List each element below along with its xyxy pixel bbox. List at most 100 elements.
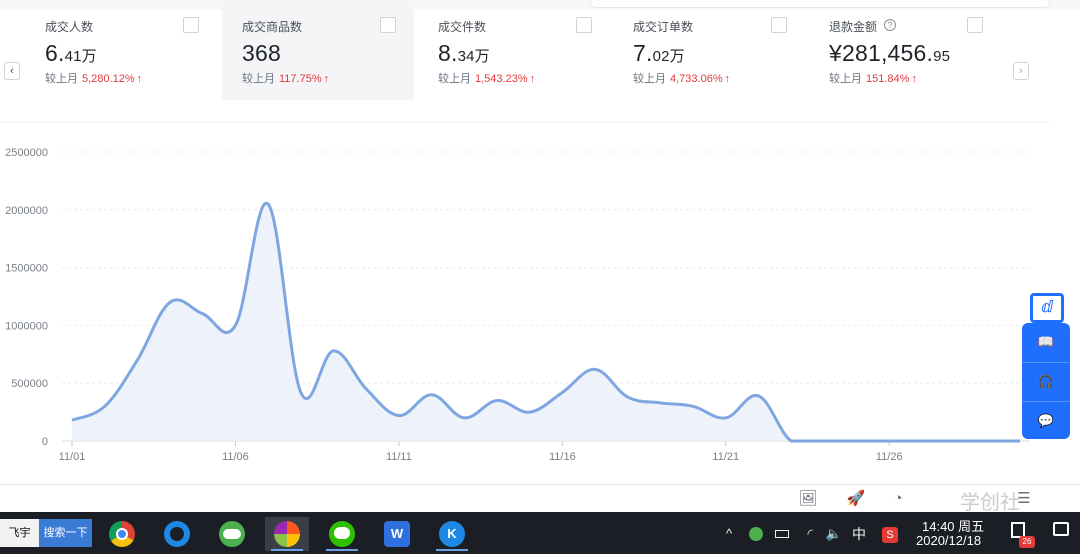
data-point[interactable]	[526, 408, 534, 416]
headset-icon[interactable]: 🎧	[1022, 362, 1070, 400]
chart-icon[interactable]: ◔	[893, 490, 903, 507]
compare-percent: 117.75%	[279, 73, 322, 85]
data-point[interactable]	[68, 416, 76, 424]
menu-icon[interactable]: ☰	[1017, 490, 1031, 507]
help-icon[interactable]: ?	[884, 19, 896, 31]
data-point[interactable]	[656, 399, 664, 407]
battery-icon[interactable]	[773, 524, 791, 544]
tray-expand-icon[interactable]: ^	[725, 526, 733, 541]
data-point[interactable]	[983, 437, 991, 445]
wifi-icon[interactable]: ◜	[807, 526, 813, 541]
data-point[interactable]	[493, 397, 501, 405]
compare-label: 较上月	[633, 73, 666, 85]
data-point[interactable]	[101, 402, 109, 410]
arrow-up-icon: ↑	[529, 73, 536, 85]
data-point[interactable]	[689, 402, 697, 410]
data-point[interactable]	[330, 347, 338, 355]
chat-icon[interactable]: 💬	[1022, 401, 1070, 439]
y-tick-label: 2500000	[5, 147, 48, 159]
data-point[interactable]	[199, 310, 207, 318]
wechat-icon[interactable]	[320, 517, 364, 551]
rocket-icon[interactable]: 🚀	[846, 490, 866, 507]
divider	[0, 122, 1050, 123]
metric-label: 成交商品数	[242, 20, 303, 34]
data-point[interactable]	[297, 388, 305, 396]
metrics-prev-button[interactable]: ‹	[4, 62, 20, 80]
wps-icon[interactable]: W	[375, 517, 419, 551]
metric-compare: 较上月 1,543.23% ↑	[438, 70, 535, 86]
arrow-up-icon: ↑	[136, 73, 143, 85]
x-tick-label: 11/01	[59, 451, 86, 463]
qq-browser-icon[interactable]	[155, 517, 199, 551]
compare-label: 较上月	[829, 73, 862, 85]
data-point[interactable]	[362, 385, 370, 393]
ime-indicator[interactable]: 中	[852, 526, 866, 542]
metric-checkbox[interactable]	[967, 17, 983, 33]
service-logo-icon[interactable]: ⅆ	[1030, 293, 1064, 323]
y-tick-label: 1000000	[5, 320, 48, 332]
bottom-divider	[0, 484, 1080, 485]
data-point[interactable]	[395, 412, 403, 420]
metric-value: 6.41万	[45, 40, 97, 67]
x-tick-label: 11/11	[386, 451, 412, 463]
data-point[interactable]	[624, 393, 632, 401]
x-tick-label: 11/16	[549, 451, 576, 463]
data-point[interactable]	[918, 437, 926, 445]
data-point[interactable]	[460, 414, 468, 422]
metric-value-main: 6.	[45, 40, 65, 66]
data-point[interactable]	[591, 365, 599, 373]
clock-time[interactable]: 14:40 周五	[922, 519, 985, 534]
data-point[interactable]	[428, 391, 436, 399]
metric-value-main: ¥281,456.	[829, 40, 934, 66]
data-point[interactable]	[951, 437, 959, 445]
data-point[interactable]	[722, 414, 730, 422]
metric-card[interactable]: 退款金额? ¥281,456.95 较上月 151.84% ↑	[809, 0, 1001, 100]
data-point[interactable]	[558, 388, 566, 396]
taskbar-search-button[interactable]: 搜索一下	[39, 519, 92, 547]
data-point[interactable]	[264, 200, 272, 208]
book-icon[interactable]: 📖	[1037, 334, 1055, 349]
compare-percent: 5,280.12%	[82, 73, 135, 85]
chrome-icon[interactable]	[100, 517, 144, 551]
metric-value-unit: 95	[933, 48, 951, 65]
metric-value: 7.02万	[633, 40, 685, 67]
metric-checkbox[interactable]	[183, 17, 199, 33]
metric-label: 退款金额	[829, 20, 878, 34]
data-point[interactable]	[231, 321, 239, 329]
sogou-ime-icon[interactable]: S	[881, 524, 899, 544]
notes-icon[interactable]	[1008, 522, 1028, 542]
360-browser-icon[interactable]	[210, 517, 254, 551]
kuwo-music-icon[interactable]: K	[430, 517, 474, 551]
metrics-next-button[interactable]: ›	[1013, 62, 1029, 80]
metric-card[interactable]: 成交订单数 7.02万 较上月 4,733.06% ↑	[613, 0, 805, 100]
media-app-icon[interactable]	[265, 517, 309, 551]
metric-value: 368	[242, 40, 281, 67]
data-point[interactable]	[166, 298, 174, 306]
metric-card[interactable]: 成交人数 6.41万 较上月 5,280.12% ↑	[25, 0, 217, 100]
arrow-up-icon: ↑	[724, 73, 731, 85]
data-point[interactable]	[754, 392, 762, 400]
clock-date[interactable]: 2020/12/18	[916, 533, 982, 548]
metric-checkbox[interactable]	[576, 17, 592, 33]
data-point[interactable]	[885, 437, 893, 445]
volume-icon[interactable]: 🔈	[825, 526, 843, 541]
filter-bar-edge	[590, 0, 1050, 8]
x-tick-label: 11/26	[876, 451, 903, 463]
metric-card[interactable]: 成交件数 8.34万 较上月 1,543.23% ↑	[418, 0, 610, 100]
watermark-text: 学创社	[960, 490, 1020, 514]
metric-card[interactable]: 成交商品数 368 较上月 117.75% ↑	[222, 0, 414, 100]
y-tick-label: 0	[42, 436, 48, 448]
x-tick-label: 11/06	[222, 451, 249, 463]
metric-value-main: 8.	[438, 40, 458, 66]
data-point[interactable]	[133, 356, 141, 364]
metric-checkbox[interactable]	[771, 17, 787, 33]
data-point[interactable]	[853, 437, 861, 445]
metric-value-main: 7.	[633, 40, 653, 66]
tray-360-icon[interactable]	[748, 524, 764, 544]
metric-label: 成交订单数	[633, 20, 694, 34]
data-point[interactable]	[787, 437, 795, 445]
metric-checkbox[interactable]	[380, 17, 396, 33]
image-icon[interactable]: 🖼	[798, 490, 818, 507]
action-center-icon[interactable]	[1050, 522, 1072, 542]
data-point[interactable]	[820, 437, 828, 445]
